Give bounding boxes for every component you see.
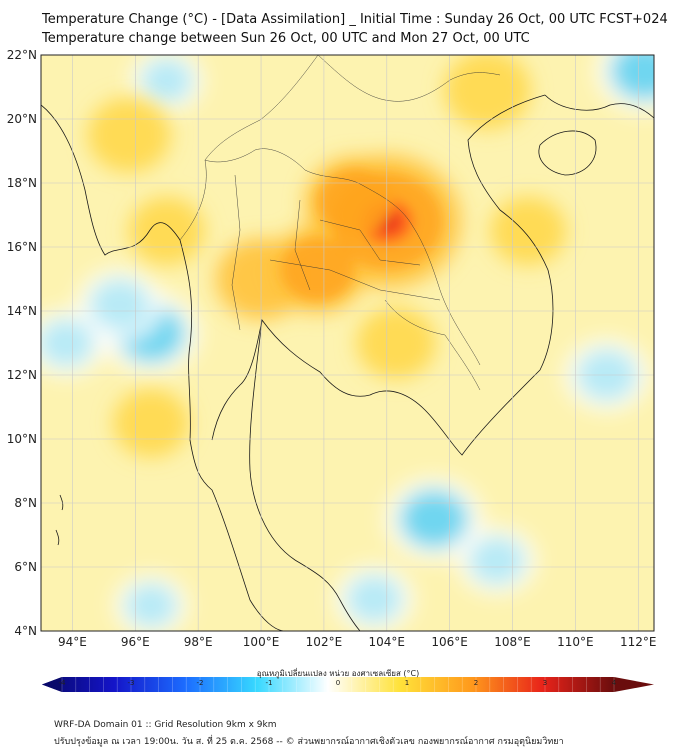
lat-label: 22°N — [7, 48, 37, 62]
colorbar-tick-label: 0 — [336, 679, 340, 687]
colorbar-min-arrow — [42, 677, 62, 692]
colorbar-body — [42, 677, 614, 692]
warm-spot — [128, 196, 205, 266]
footer-credits: ปรับปรุงข้อมูล ณ เวลา 19:00น. วัน ส. ที่… — [54, 737, 564, 747]
peninsula-coastline — [249, 319, 361, 631]
lat-label: 12°N — [7, 368, 37, 382]
china-coastline — [544, 94, 654, 119]
lon-label: 108°E — [494, 635, 531, 649]
graticule — [41, 55, 654, 631]
lon-label: 104°E — [369, 635, 406, 649]
lon-label: 102°E — [306, 635, 343, 649]
lat-label: 4°N — [14, 624, 37, 638]
cold-spot — [140, 58, 193, 103]
lon-label: 98°E — [184, 635, 213, 649]
border-mekong — [204, 148, 481, 366]
lat-label: 16°N — [7, 240, 37, 254]
lon-label: 94°E — [58, 635, 87, 649]
lon-label: 106°E — [431, 635, 468, 649]
footer-model-info: WRF-DA Domain 01 :: Grid Resolution 9km … — [54, 720, 277, 730]
border-kh-vn — [384, 299, 481, 391]
temperature-field — [41, 55, 654, 631]
colorbar: -4 -3 -2 -1 0 1 2 3 4 — [42, 677, 654, 692]
hainan-island — [538, 130, 597, 176]
cold-spot — [41, 319, 95, 367]
lat-label: 10°N — [7, 432, 37, 446]
cold-spot — [125, 583, 177, 628]
colorbar-tick-label: 1 — [405, 679, 409, 687]
map-title: Temperature Change (°C) - [Data Assimila… — [42, 12, 668, 27]
cold-spot — [346, 575, 403, 623]
cold-spot — [89, 278, 150, 331]
cold-spot — [468, 536, 525, 585]
colorbar-title: อุณหภูมิเปลี่ยนแปลง หน่วย องศาเซลเซียส (… — [256, 669, 420, 678]
border-laos-north — [317, 55, 501, 102]
west-coastline — [41, 104, 286, 631]
borders — [179, 55, 501, 391]
coastlines — [41, 94, 654, 631]
lon-label: 96°E — [121, 635, 150, 649]
colorbar-tick-label: -1 — [266, 679, 273, 687]
colorbar-tick-label: -4 — [59, 679, 67, 687]
lat-label: 14°N — [7, 304, 37, 318]
warm-spot — [444, 55, 531, 130]
lat-label: 20°N — [7, 112, 37, 126]
colorbar-tick-label: 2 — [474, 679, 478, 687]
provincial-lines — [231, 174, 441, 331]
lat-label: 6°N — [14, 560, 37, 574]
warm-spot — [113, 388, 190, 458]
colorbar-max-arrow — [614, 677, 654, 692]
colorbar-tick-label: -3 — [128, 679, 135, 687]
map-subtitle: Temperature change between Sun 26 Oct, 0… — [42, 31, 530, 46]
cold-spot — [399, 489, 469, 549]
warm-spot — [490, 196, 567, 266]
warm-spot — [87, 97, 171, 173]
andaman-islands — [55, 494, 64, 546]
lat-label: 8°N — [14, 496, 37, 510]
map-frame — [40, 54, 655, 632]
lon-label: 100°E — [243, 635, 280, 649]
colorbar-tick-label: -2 — [197, 679, 204, 687]
cold-spot — [610, 55, 654, 101]
lat-label: 18°N — [7, 176, 37, 190]
lon-label: 112°E — [620, 635, 657, 649]
hot-spot — [281, 237, 355, 302]
colorbar-tick-label: 3 — [543, 679, 547, 687]
lon-label: 110°E — [557, 635, 594, 649]
border-mm-cn — [179, 55, 319, 241]
hot-spot — [317, 169, 394, 236]
warm-spot — [356, 307, 437, 379]
colorbar-tick-label: 4 — [612, 679, 617, 687]
